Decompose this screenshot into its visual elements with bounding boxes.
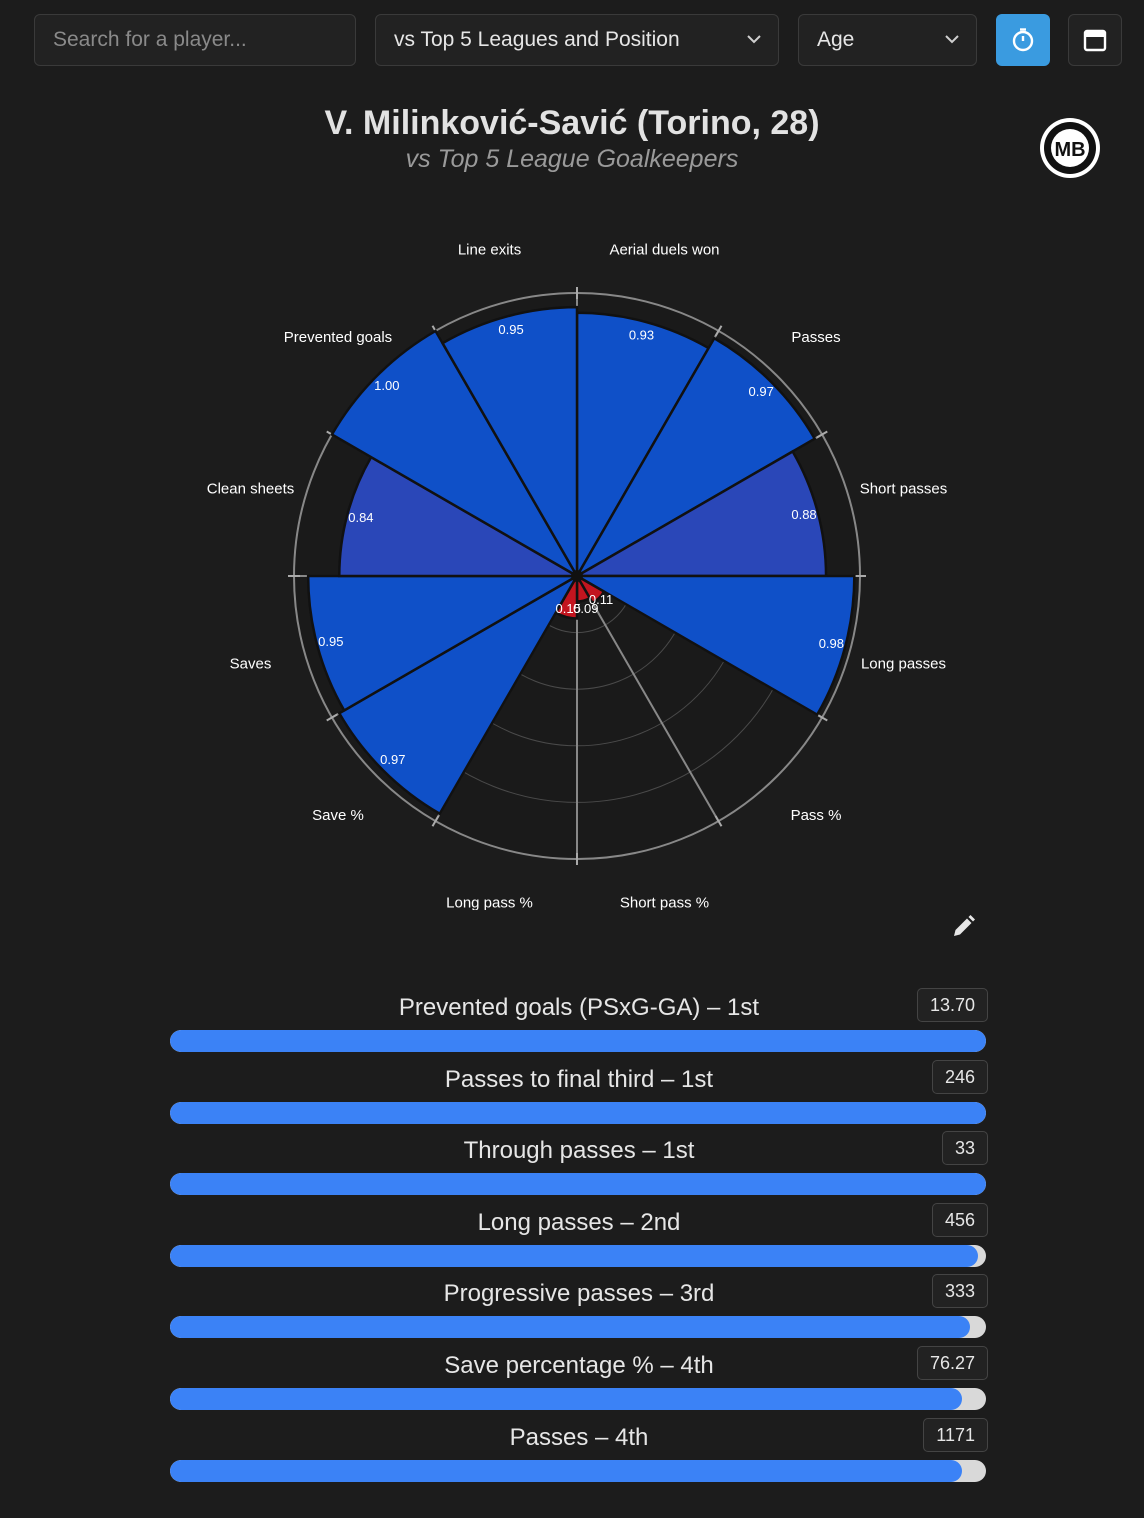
polar-category-label: Pass % <box>791 807 842 824</box>
polar-tick <box>714 815 723 827</box>
mb-logo: MB <box>1040 118 1100 178</box>
stat-bar-fill <box>170 1173 986 1196</box>
polar-wedge <box>572 449 828 578</box>
calendar-button[interactable] <box>1068 14 1122 66</box>
page-title: V. Milinković-Savić (Torino, 28) <box>324 104 820 142</box>
stat-value-badge: 76.27 <box>916 1345 988 1380</box>
stat-bar-track <box>170 1459 986 1482</box>
polar-category-label: Prevented goals <box>284 329 392 346</box>
polar-category-label: Save % <box>312 807 364 824</box>
stat-bar-fill <box>170 1459 962 1482</box>
polar-value-label: 0.88 <box>791 507 816 522</box>
stat-label: Passes – 4th <box>509 1423 649 1451</box>
age-select[interactable]: Age <box>798 14 977 66</box>
stat-label: Through passes – 1st <box>463 1137 695 1165</box>
polar-category-label: Aerial duels won <box>609 242 719 259</box>
stat-label: Passes to final third – 1st <box>444 1065 714 1093</box>
stat-row: Long passes – 2nd 456 <box>170 1202 988 1277</box>
polar-wedge <box>573 336 817 580</box>
polar-wedge <box>572 574 856 717</box>
stat-bars: Prevented goals (PSxG-GA) – 1st 13.70 Pass… <box>170 988 988 1492</box>
polar-category-label: Long pass % <box>446 894 533 910</box>
stat-value-badge: 246 <box>931 1059 988 1094</box>
polar-tick <box>714 325 723 337</box>
page-subtitle: vs Top 5 League Goalkeepers <box>405 145 739 173</box>
stat-row: Through passes – 1st 33 <box>170 1131 988 1205</box>
polar-category-label: Saves <box>230 655 272 672</box>
timer-button[interactable] <box>996 14 1050 66</box>
stat-bar-track <box>170 1316 986 1339</box>
polar-wedge <box>575 311 711 581</box>
polar-wedge <box>306 574 582 713</box>
stat-bar-track <box>170 1387 986 1410</box>
polar-tick <box>816 713 828 722</box>
stat-bar-track <box>170 1030 986 1052</box>
polar-value-label: 0.95 <box>498 322 523 337</box>
stat-label: Progressive passes – 3rd <box>443 1280 715 1308</box>
stat-value-badge: 33 <box>941 1131 988 1166</box>
stat-value-badge: 1171 <box>923 1417 988 1452</box>
logo-text: MB <box>1054 139 1085 161</box>
stat-label: Save percentage % – 4th <box>444 1351 714 1379</box>
polar-category-label: Long passes <box>861 655 946 672</box>
stat-label: Long passes – 2nd <box>477 1208 681 1236</box>
polar-category-label: Passes <box>791 329 840 346</box>
stat-bar-fill <box>170 1387 962 1410</box>
polar-value-label: 0.97 <box>380 752 405 767</box>
polar-category-label: Line exits <box>458 242 521 259</box>
toolbar: Search for a player... vs Top 5 Leagues … <box>0 14 1144 68</box>
polar-tick <box>326 713 338 722</box>
polar-center <box>571 570 583 582</box>
stat-value-badge: 456 <box>931 1202 988 1237</box>
stopwatch-icon <box>1012 28 1034 52</box>
stat-bar-fill <box>170 1244 978 1267</box>
polar-value-label: 0.95 <box>318 634 343 649</box>
polar-tick <box>431 815 440 827</box>
polar-category-label: Clean sheets <box>207 481 295 498</box>
polar-value-label: 1.00 <box>374 378 399 393</box>
stat-row: Passes to final third – 1st 246 <box>170 1059 988 1134</box>
polar-tick <box>816 430 828 439</box>
age-select-value: Age <box>817 28 855 51</box>
comparison-select-value: vs Top 5 Leagues and Position <box>394 28 680 51</box>
polar-category-label: Short pass % <box>620 894 709 910</box>
stat-row: Prevented goals (PSxG-GA) – 1st 13.70 <box>170 988 988 1062</box>
stat-bar-fill <box>170 1316 970 1339</box>
player-search-input[interactable]: Search for a player... <box>34 14 356 66</box>
polar-wedge <box>338 455 582 578</box>
polar-wedge <box>440 305 579 581</box>
chevron-down-icon <box>944 15 960 84</box>
edit-icon[interactable] <box>948 912 978 942</box>
calendar-icon <box>1083 29 1107 52</box>
stat-bar-track <box>170 1244 986 1267</box>
polar-wedge <box>337 572 581 816</box>
stat-bar-fill <box>170 1101 986 1124</box>
polar-category-label: Short passes <box>860 481 948 498</box>
polar-value-label: 0.11 <box>589 592 613 607</box>
stat-value-badge: 13.70 <box>916 988 988 1022</box>
polar-wedge <box>573 572 606 605</box>
polar-value-label: 0.09 <box>573 601 598 616</box>
stat-row: Passes – 4th 1171 <box>170 1417 988 1492</box>
stat-row: Save percentage % – 4th 76.27 <box>170 1345 988 1420</box>
polar-chart: 0.93 Aerial duels won 0.97 Passes 0.88 Short … <box>207 242 948 910</box>
stat-bar-track <box>170 1173 986 1196</box>
chevron-down-icon <box>746 15 762 84</box>
polar-value-label: 0.97 <box>749 384 774 399</box>
stat-bar-fill <box>170 1030 986 1052</box>
polar-spoke <box>576 575 720 822</box>
polar-value-label: 0.15 <box>556 601 581 616</box>
stat-bar-track <box>170 1101 986 1124</box>
comparison-select[interactable]: vs Top 5 Leagues and Position <box>375 14 779 66</box>
stat-value-badge: 333 <box>931 1274 988 1309</box>
stat-label: Prevented goals (PSxG-GA) – 1st <box>398 994 760 1021</box>
polar-value-label: 0.98 <box>819 636 844 651</box>
polar-value-label: 0.84 <box>348 510 373 525</box>
polar-value-label: 0.93 <box>629 327 654 342</box>
stat-row: Progressive passes – 3rd 333 <box>170 1274 988 1348</box>
polar-wedge <box>330 329 581 580</box>
